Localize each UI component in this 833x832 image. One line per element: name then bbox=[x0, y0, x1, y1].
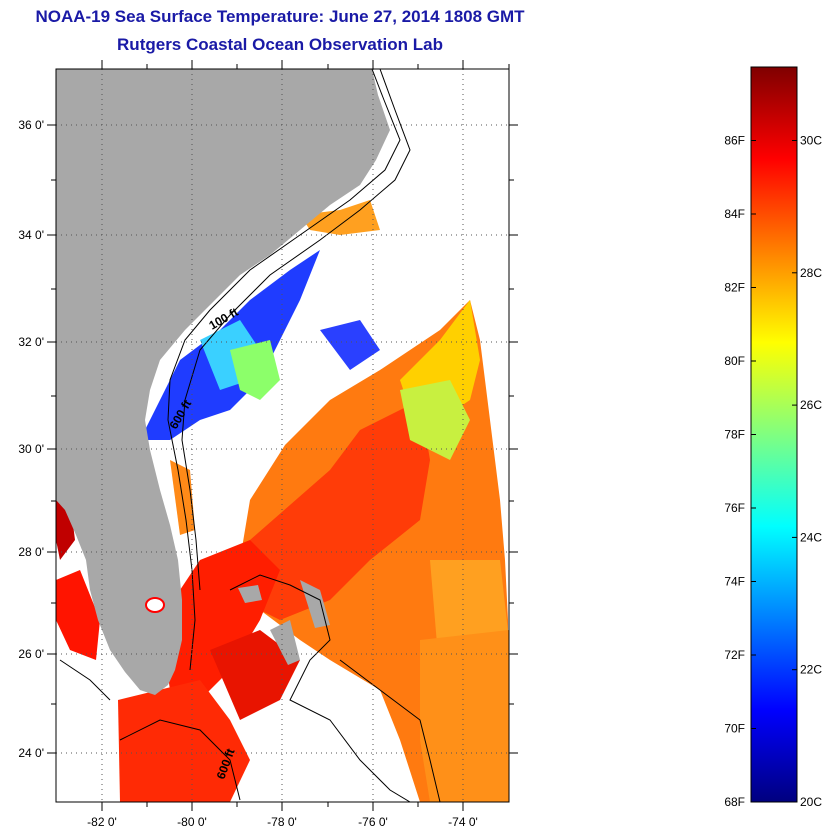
colorbar-f-label: 68F bbox=[724, 795, 745, 809]
x-axis-labels: -82 0' -80 0' -78 0' -76 0' -74 0' bbox=[87, 815, 478, 829]
x-tick-label: -78 0' bbox=[267, 815, 297, 829]
x-tick-label: -74 0' bbox=[448, 815, 478, 829]
isobath bbox=[167, 69, 401, 671]
sst-patch bbox=[400, 380, 470, 460]
x-tick-label: -76 0' bbox=[358, 815, 388, 829]
sst-patch bbox=[56, 570, 100, 660]
sst-map: 100 ft 600 ft 600 ft 36 0' 34 0' 32 0' 3… bbox=[18, 60, 518, 829]
isobath bbox=[181, 69, 411, 591]
sst-patch bbox=[118, 680, 250, 802]
colorbar-f-label: 82F bbox=[724, 281, 745, 295]
sst-patch bbox=[240, 400, 430, 620]
colorbar-c-label: 26C bbox=[800, 398, 822, 412]
colorbar-f-label: 78F bbox=[724, 428, 745, 442]
lake bbox=[145, 597, 165, 613]
colorbar-f-label: 72F bbox=[724, 648, 745, 662]
island bbox=[300, 580, 330, 628]
sst-patch bbox=[300, 200, 380, 235]
y-tick-label: 24 0' bbox=[18, 746, 44, 760]
x-tick-label: -80 0' bbox=[177, 815, 207, 829]
colorbar-f-label: 84F bbox=[724, 207, 745, 221]
colorbar-c-label: 28C bbox=[800, 266, 822, 280]
colorbar-f-label: 74F bbox=[724, 575, 745, 589]
sst-patch bbox=[210, 630, 300, 720]
isobath bbox=[339, 659, 441, 802]
map-title: NOAA-19 Sea Surface Temperature: June 27… bbox=[35, 7, 525, 26]
colorbar-gradient bbox=[750, 66, 798, 803]
sst-patch bbox=[230, 340, 280, 400]
colorbar-c-label: 30C bbox=[800, 134, 822, 148]
colorbar-f-label: 76F bbox=[724, 501, 745, 515]
isobath bbox=[229, 574, 411, 802]
y-tick-label: 26 0' bbox=[18, 647, 44, 661]
frame-ticks bbox=[47, 60, 518, 811]
island bbox=[270, 620, 300, 665]
colorbar-f-label: 70F bbox=[724, 722, 745, 736]
graticule bbox=[56, 69, 509, 802]
y-tick-label: 30 0' bbox=[18, 442, 44, 456]
isobath bbox=[119, 719, 241, 801]
colorbar-c-label: 24C bbox=[800, 530, 822, 544]
land-mass bbox=[56, 69, 390, 695]
y-axis-labels: 36 0' 34 0' 32 0' 30 0' 28 0' 26 0' 24 0… bbox=[18, 118, 44, 760]
map-subtitle: Rutgers Coastal Ocean Observation Lab bbox=[117, 35, 443, 54]
isobath bbox=[59, 659, 111, 701]
x-tick-label: -82 0' bbox=[87, 815, 117, 829]
sst-patch bbox=[320, 320, 380, 370]
colorbar-f-label: 86F bbox=[724, 134, 745, 148]
y-tick-label: 28 0' bbox=[18, 545, 44, 559]
y-tick-label: 34 0' bbox=[18, 228, 44, 242]
colorbar-c-label: 22C bbox=[800, 663, 822, 677]
sst-patches bbox=[56, 200, 509, 802]
island bbox=[238, 585, 262, 603]
y-tick-label: 32 0' bbox=[18, 335, 44, 349]
colorbar-f-label: 80F bbox=[724, 354, 745, 368]
colorbar-c-label: 20C bbox=[800, 795, 822, 809]
sst-patch bbox=[420, 630, 509, 802]
y-tick-label: 36 0' bbox=[18, 118, 44, 132]
